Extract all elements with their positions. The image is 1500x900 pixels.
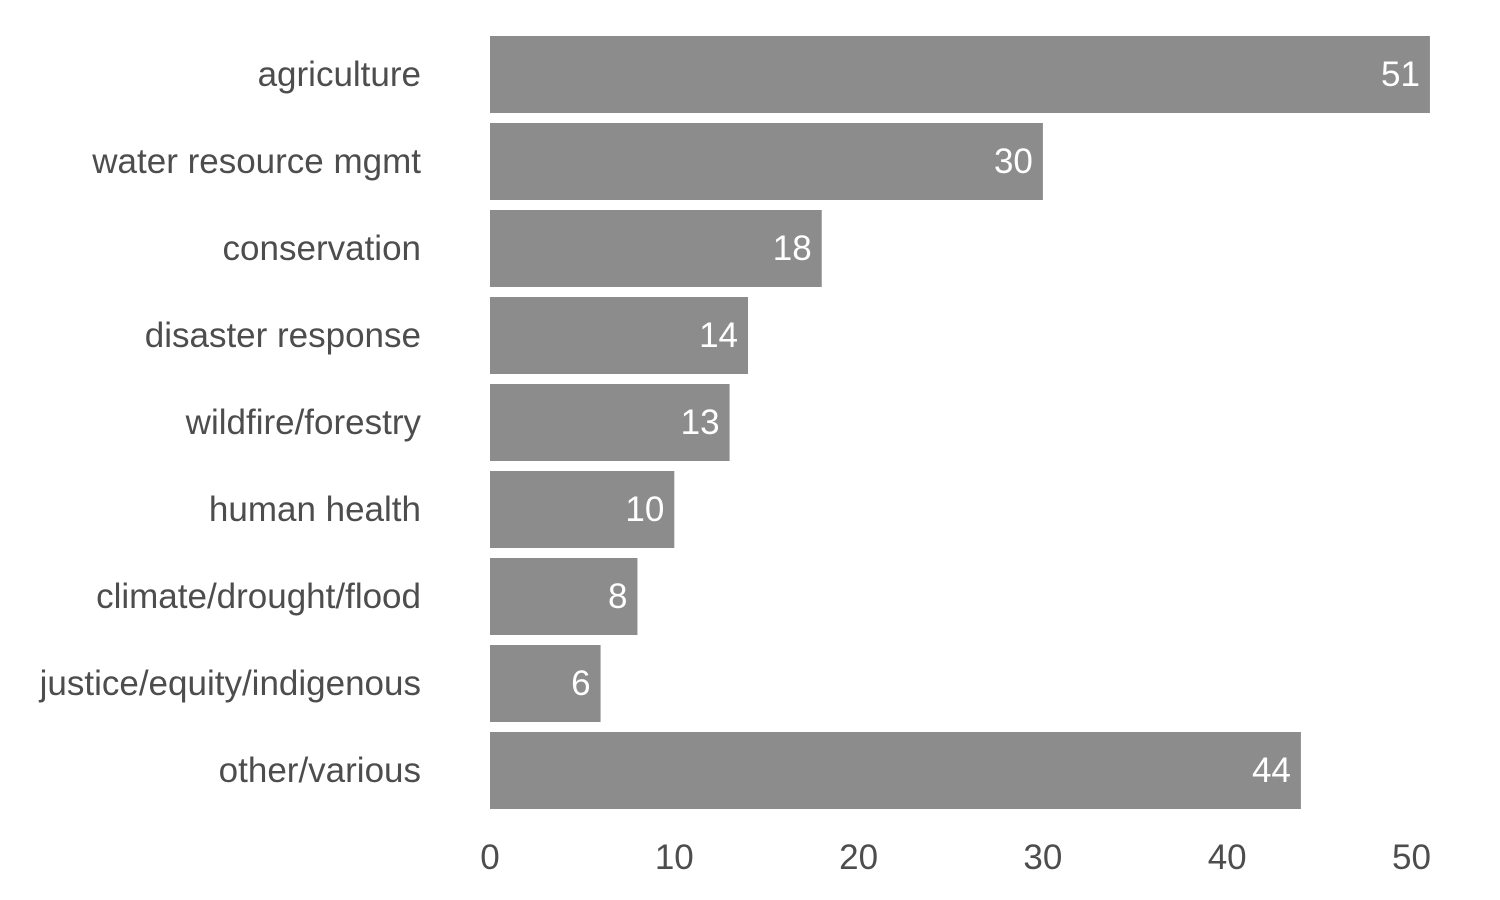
- category-label: justice/equity/indigenous: [39, 664, 421, 703]
- bar-conservation: [490, 210, 822, 287]
- category-label: climate/drought/flood: [96, 577, 421, 616]
- bar-wildfire-forestry: [490, 384, 730, 461]
- value-labels-layer: 51 30 18 14 13 10 8 6 44: [571, 55, 1420, 790]
- bar-other-various: [490, 732, 1301, 809]
- category-label: agriculture: [258, 55, 421, 94]
- bar-climate-drought-flood: [490, 558, 638, 635]
- x-tick-label: 0: [480, 838, 499, 877]
- category-label: wildfire/forestry: [185, 403, 422, 442]
- bar-value-label: 51: [1381, 55, 1420, 94]
- bar-justice-equity-indigenous: [490, 645, 601, 722]
- bar-disaster-response: [490, 297, 749, 374]
- x-tick-label: 30: [1023, 838, 1062, 877]
- category-label: water resource mgmt: [91, 142, 421, 181]
- bar-value-label: 18: [773, 229, 812, 268]
- bar-water-resource-mgmt: [490, 123, 1043, 200]
- category-label: human health: [209, 490, 421, 529]
- bar-value-label: 14: [699, 316, 738, 355]
- category-labels-layer: agriculture water resource mgmt conservati…: [39, 55, 422, 790]
- bar-value-label: 6: [571, 664, 590, 703]
- bar-value-label: 44: [1252, 751, 1291, 790]
- x-tick-label: 20: [839, 838, 878, 877]
- x-tick-label: 10: [655, 838, 694, 877]
- category-label: conservation: [223, 229, 421, 268]
- bar-value-label: 8: [608, 577, 627, 616]
- x-axis-ticks: 0 10 20 30 40 50: [480, 838, 1431, 877]
- bar-value-label: 10: [625, 490, 664, 529]
- category-label: other/various: [219, 751, 421, 790]
- category-label: disaster response: [145, 316, 421, 355]
- x-tick-label: 40: [1208, 838, 1247, 877]
- bar-value-label: 30: [994, 142, 1033, 181]
- bar-agriculture: [490, 36, 1430, 113]
- bar-value-label: 13: [681, 403, 720, 442]
- bar-human-health: [490, 471, 675, 548]
- bars-layer: [490, 36, 1430, 809]
- x-tick-label: 50: [1392, 838, 1431, 877]
